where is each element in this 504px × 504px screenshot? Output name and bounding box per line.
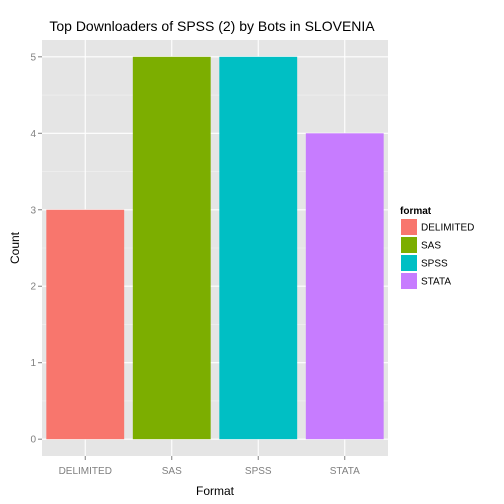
legend-swatch-stata <box>401 273 417 289</box>
x-axis-ticks: DELIMITED SAS SPSS STATA <box>59 456 360 477</box>
legend-title: format <box>400 206 432 217</box>
y-tick-label: 3 <box>30 205 36 216</box>
legend-swatch-sas <box>401 237 417 253</box>
y-tick-label: 4 <box>30 129 36 140</box>
bars <box>46 56 384 440</box>
y-axis-title: Count <box>8 231 22 264</box>
y-tick-label: 2 <box>30 282 36 293</box>
y-axis-ticks: 0 1 2 3 4 5 <box>30 52 42 446</box>
legend-label: SAS <box>421 241 441 252</box>
legend-swatch-spss <box>401 255 417 271</box>
legend-label: DELIMITED <box>421 223 474 234</box>
x-tick-label: STATA <box>330 466 360 477</box>
x-tick-label: SAS <box>162 466 182 477</box>
bar-spss <box>219 56 298 440</box>
bar-sas <box>132 56 211 440</box>
x-tick-label: SPSS <box>245 466 272 477</box>
y-tick-label: 1 <box>30 358 36 369</box>
y-tick-label: 0 <box>30 435 36 446</box>
legend-swatch-delimited <box>401 219 417 235</box>
legend-label: SPSS <box>421 259 448 270</box>
bar-delimited <box>46 209 125 440</box>
legend-label: STATA <box>421 277 451 288</box>
bar-stata <box>305 133 384 440</box>
legend: format DELIMITED SAS SPSS STATA <box>400 206 474 290</box>
x-tick-label: DELIMITED <box>59 466 112 477</box>
chart-title: Top Downloaders of SPSS (2) by Bots in S… <box>49 18 375 34</box>
x-axis-title: Format <box>196 484 235 498</box>
y-tick-label: 5 <box>30 52 36 63</box>
